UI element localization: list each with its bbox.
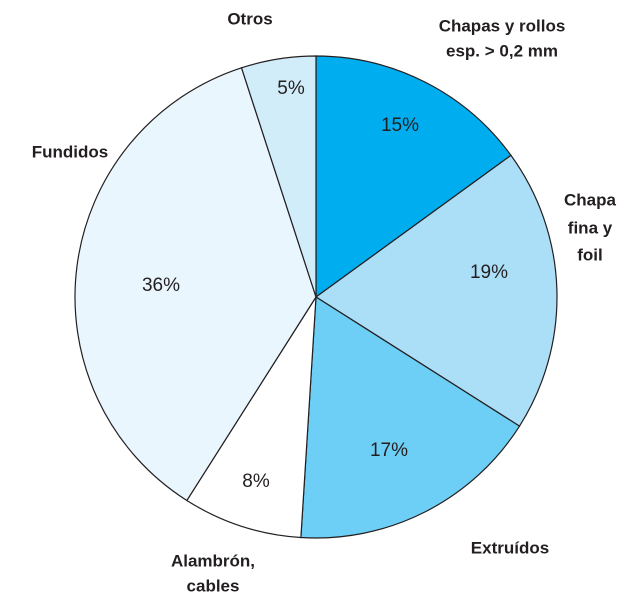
slice-label: fina y: [568, 218, 613, 237]
slice-label: Alambrón,: [171, 551, 255, 570]
slice-label: esp. > 0,2 mm: [446, 41, 558, 60]
value-label: 5%: [277, 78, 305, 99]
pie-slice: [300, 295, 521, 539]
slice-label: Chapa: [564, 190, 617, 209]
slice-label: Otros: [227, 9, 272, 28]
pie-slice: [74, 67, 317, 502]
slice-label: cables: [187, 576, 240, 595]
value-label: 15%: [381, 115, 419, 136]
pie-slice: [186, 296, 317, 539]
value-label: 36%: [142, 275, 180, 296]
pie-slice: [314, 154, 558, 427]
pie-slice: [315, 55, 512, 299]
slice-label: foil: [577, 245, 603, 264]
value-label: 17%: [370, 440, 408, 461]
slice-label: Chapas y rollos: [439, 16, 566, 35]
pie-slice: [240, 55, 317, 298]
slice-label: Extruídos: [471, 538, 549, 557]
value-label: 8%: [242, 471, 270, 492]
slice-label: Fundidos: [32, 142, 108, 161]
value-label: 19%: [470, 262, 508, 283]
